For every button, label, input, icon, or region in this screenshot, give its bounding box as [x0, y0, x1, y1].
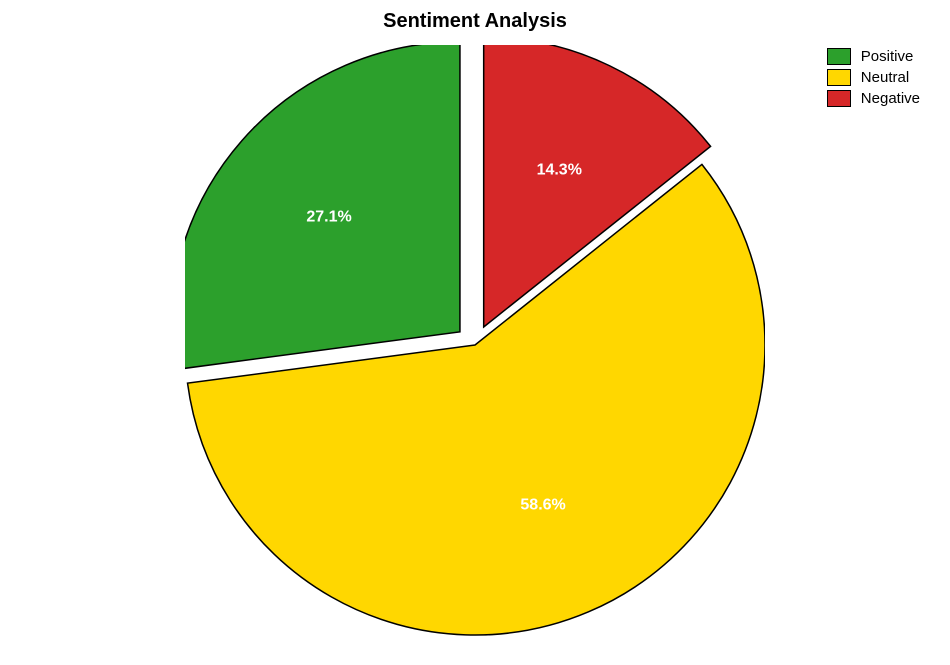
sentiment-pie-chart: Sentiment Analysis 27.1% 58.6% 14.3% Posit…: [0, 0, 950, 662]
chart-title: Sentiment Analysis: [0, 10, 950, 33]
legend-swatch-neutral: [827, 69, 851, 86]
legend-label-negative: Negative: [861, 90, 920, 107]
legend-item-neutral: Neutral: [827, 69, 920, 86]
legend-swatch-negative: [827, 90, 851, 107]
legend-label-neutral: Neutral: [861, 69, 909, 86]
pie-svg: 27.1% 58.6% 14.3%: [185, 45, 765, 665]
legend-swatch-positive: [827, 48, 851, 65]
legend-label-positive: Positive: [861, 48, 914, 65]
pie-label-neutral: 58.6%: [520, 496, 565, 513]
pie-label-negative: 14.3%: [537, 161, 582, 178]
legend-item-negative: Negative: [827, 90, 920, 107]
legend: Positive Neutral Negative: [827, 48, 920, 111]
pie-label-positive: 27.1%: [306, 208, 351, 225]
legend-item-positive: Positive: [827, 48, 920, 65]
